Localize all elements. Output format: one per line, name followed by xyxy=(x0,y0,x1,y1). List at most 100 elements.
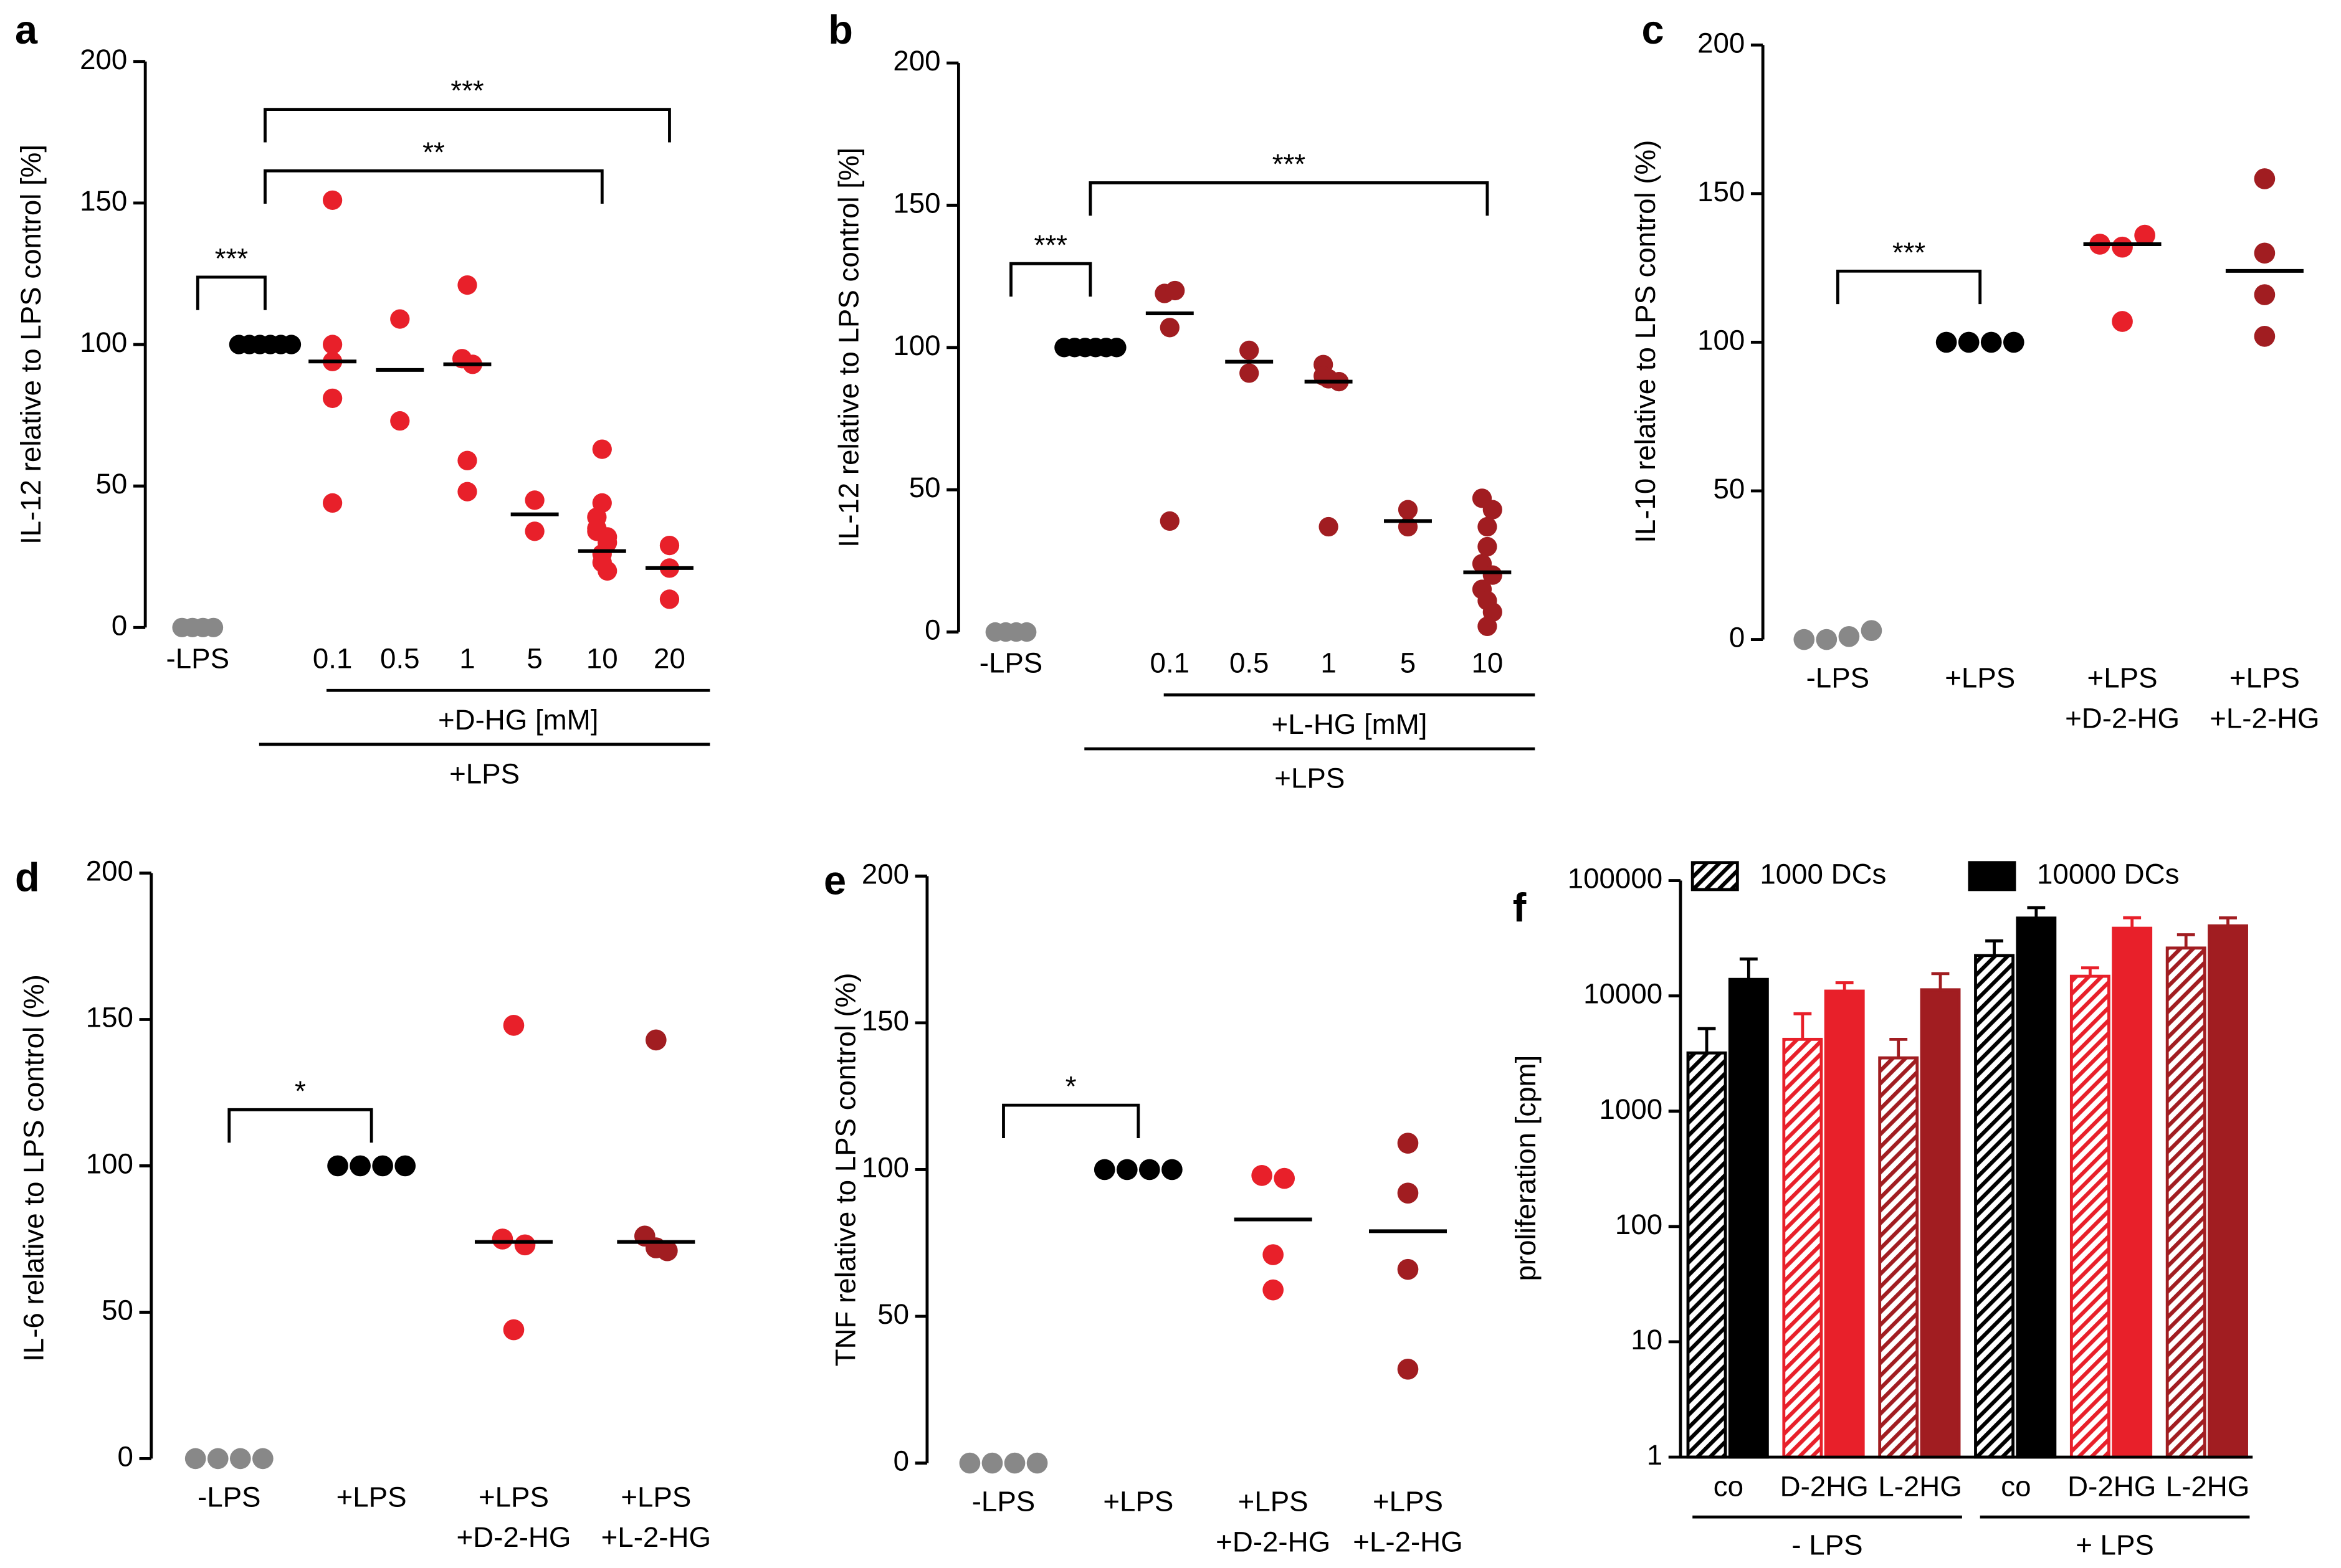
data-point xyxy=(322,335,343,354)
error-bar xyxy=(1835,981,1854,991)
y-tick-label: 200 xyxy=(86,855,133,887)
x-tick-label: 5 xyxy=(527,642,542,674)
data-point xyxy=(322,388,343,408)
data-point xyxy=(1139,1159,1160,1181)
data-point xyxy=(457,275,477,295)
panel-letter: d xyxy=(15,855,40,900)
y-tick-label: 200 xyxy=(893,45,940,77)
y-tick-label: 50 xyxy=(102,1294,133,1326)
y-tick-label: 150 xyxy=(80,185,127,217)
y-axis-label: IL-12 relative to LPS control [%] xyxy=(15,145,47,544)
bar xyxy=(2016,916,2057,1459)
bar xyxy=(1878,1056,1919,1459)
data-point xyxy=(1980,331,2002,353)
x-tick-label: -LPS xyxy=(980,647,1043,678)
data-point xyxy=(1477,516,1497,537)
data-point xyxy=(1397,1258,1419,1280)
data-point xyxy=(525,521,545,541)
y-tick-label: 0 xyxy=(925,614,940,646)
data-point xyxy=(1861,620,1882,642)
y-tick-label: 10000 xyxy=(1583,978,1662,1010)
data-point xyxy=(390,309,410,329)
x-tick-label: D-2HG xyxy=(2067,1471,2156,1503)
data-point xyxy=(457,450,477,470)
y-tick-label: 10 xyxy=(1631,1324,1662,1356)
data-point xyxy=(229,1448,251,1470)
data-point xyxy=(659,535,680,556)
x-tick-label: +LPS xyxy=(336,1481,407,1513)
data-point xyxy=(281,335,302,354)
x-tick-label: 10 xyxy=(1471,647,1503,678)
x-tick-label: 0.1 xyxy=(313,642,352,674)
significance-label: *** xyxy=(1892,237,1926,268)
y-tick-label: 100 xyxy=(862,1152,909,1184)
data-point xyxy=(2254,242,2276,264)
data-point xyxy=(322,190,343,210)
bar xyxy=(1824,989,1865,1459)
x-tick-label: +D-2-HG xyxy=(457,1521,571,1553)
data-point xyxy=(1094,1159,1115,1181)
data-point xyxy=(394,1155,416,1177)
data-point xyxy=(390,411,410,431)
data-point xyxy=(2254,326,2276,347)
data-point xyxy=(657,1240,678,1262)
bar xyxy=(2112,926,2153,1459)
error-bar xyxy=(2027,906,2046,918)
y-axis-label: IL-12 relative to LPS control [%] xyxy=(832,148,864,548)
significance-bracket xyxy=(1089,181,1489,216)
data-point xyxy=(1004,1452,1026,1474)
legend-swatch xyxy=(1690,861,1739,891)
y-tick-label: 100 xyxy=(86,1148,133,1180)
x-tick-label: -LPS xyxy=(972,1486,1036,1518)
data-point xyxy=(1958,331,1980,353)
y-tick-label: 100 xyxy=(80,326,127,358)
x-tick-label: 5 xyxy=(1400,647,1416,678)
x-tick-label: 0.5 xyxy=(1229,647,1269,678)
data-point xyxy=(1116,1159,1138,1181)
data-point xyxy=(1482,500,1502,520)
x-tick-label: -LPS xyxy=(198,1481,261,1513)
data-point xyxy=(1239,340,1259,361)
x-tick-label: D-2HG xyxy=(1780,1471,1869,1503)
significance-bracket xyxy=(264,108,671,143)
data-point xyxy=(1160,318,1180,338)
error-bar xyxy=(1985,939,2003,956)
data-point xyxy=(1477,536,1497,557)
x-tick-label: +L-2-HG xyxy=(1353,1526,1462,1557)
data-point xyxy=(1262,1279,1284,1301)
error-bar xyxy=(1889,1037,1908,1058)
significance-bracket xyxy=(1009,262,1092,297)
data-point xyxy=(1816,629,1838,650)
y-tick-label: 200 xyxy=(1697,27,1745,59)
y-tick-label: 50 xyxy=(909,472,941,503)
x-tick-label: +L-2-HG xyxy=(601,1521,711,1553)
y-tick-label: 0 xyxy=(894,1445,909,1477)
data-point xyxy=(659,589,680,609)
data-point xyxy=(492,1228,513,1250)
data-point xyxy=(1397,1182,1419,1204)
legend-label: 1000 DCs xyxy=(1760,858,1886,890)
significance-label: *** xyxy=(215,242,249,274)
bar xyxy=(2208,924,2248,1459)
significance-label: * xyxy=(295,1075,306,1107)
data-point xyxy=(1935,331,1957,353)
x-tick-label: 0.5 xyxy=(380,642,419,674)
y-tick-label: 100 xyxy=(1697,324,1745,356)
y-axis-label: IL-10 relative to LPS control (%) xyxy=(1629,140,1661,543)
bar xyxy=(2069,974,2110,1459)
data-point xyxy=(592,439,612,459)
data-point xyxy=(1274,1167,1295,1189)
data-point xyxy=(1026,1452,1048,1474)
error-bar xyxy=(1697,1027,1716,1053)
x-tick-label: co xyxy=(1714,1471,1743,1503)
x-tick-label: +LPS xyxy=(621,1481,691,1513)
y-tick-label: 50 xyxy=(96,468,128,500)
data-point xyxy=(2112,236,2133,258)
y-axis-label: IL-6 relative to LPS control (%) xyxy=(18,974,50,1362)
x-tick-label: +LPS xyxy=(1373,1486,1443,1518)
y-tick-label: 1 xyxy=(1647,1439,1662,1471)
legend-swatch xyxy=(1968,861,2016,891)
data-point xyxy=(372,1155,393,1177)
y-tick-label: 50 xyxy=(877,1298,909,1330)
